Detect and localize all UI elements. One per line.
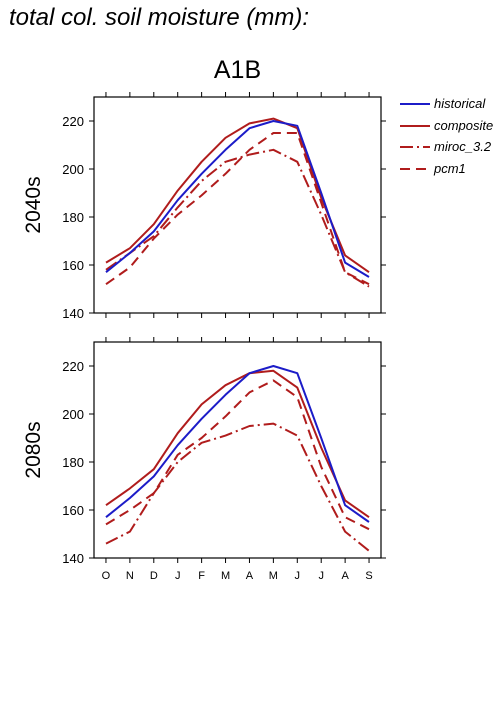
y-tick-label: 140 (62, 551, 84, 566)
y-tick-label: 220 (62, 114, 84, 129)
series-line-miroc_3.2-2040s (105, 148, 370, 288)
plot-frame-2040s (93, 96, 382, 314)
legend-label: pcm1 (434, 160, 466, 176)
y-tick-label: 200 (62, 162, 84, 177)
legend-label: composite (434, 117, 494, 133)
x-tick-label: N (126, 570, 134, 582)
legend-swatch (400, 103, 430, 105)
x-tick-label: J (318, 570, 324, 582)
x-tick-label: J (295, 570, 301, 582)
page-title: total col. soil moisture (mm): (9, 4, 310, 31)
series-line-historical-2080s (105, 365, 370, 523)
legend-swatch (400, 146, 430, 148)
legend-label: historical (434, 96, 486, 111)
plot-frame-2080s (93, 341, 382, 559)
series-line-pcm1-2040s (105, 132, 370, 286)
x-tick-label: J (175, 570, 181, 582)
x-tick-label: M (221, 570, 230, 582)
x-tick-label: A (341, 570, 349, 582)
legend-label: miroc_3.2 (434, 139, 492, 154)
y-tick-label: 180 (62, 210, 84, 225)
series-line-historical-2040s (105, 120, 370, 278)
y-tick-label: 160 (62, 258, 84, 273)
y-tick-label: 180 (62, 455, 84, 470)
y-tick-label: 140 (62, 306, 84, 321)
series-line-composite-2080s (105, 369, 370, 519)
x-tick-label: M (269, 570, 278, 582)
series-line-pcm1-2080s (105, 379, 370, 531)
y-tick-label: 200 (62, 407, 84, 422)
panel-label-2080s: 2080s (22, 421, 45, 478)
x-tick-label: D (150, 570, 158, 582)
panel-label-2040s: 2040s (22, 176, 45, 233)
series-line-miroc_3.2-2080s (105, 422, 370, 552)
x-tick-label: F (198, 570, 205, 582)
x-tick-label: O (102, 570, 111, 582)
y-tick-label: 220 (62, 359, 84, 374)
x-tick-label: S (365, 570, 372, 582)
y-tick-label: 160 (62, 503, 84, 518)
x-tick-label: A (246, 570, 254, 582)
legend-swatch (400, 167, 430, 170)
scenario-title: A1B (213, 56, 262, 84)
legend-swatch (400, 124, 430, 127)
